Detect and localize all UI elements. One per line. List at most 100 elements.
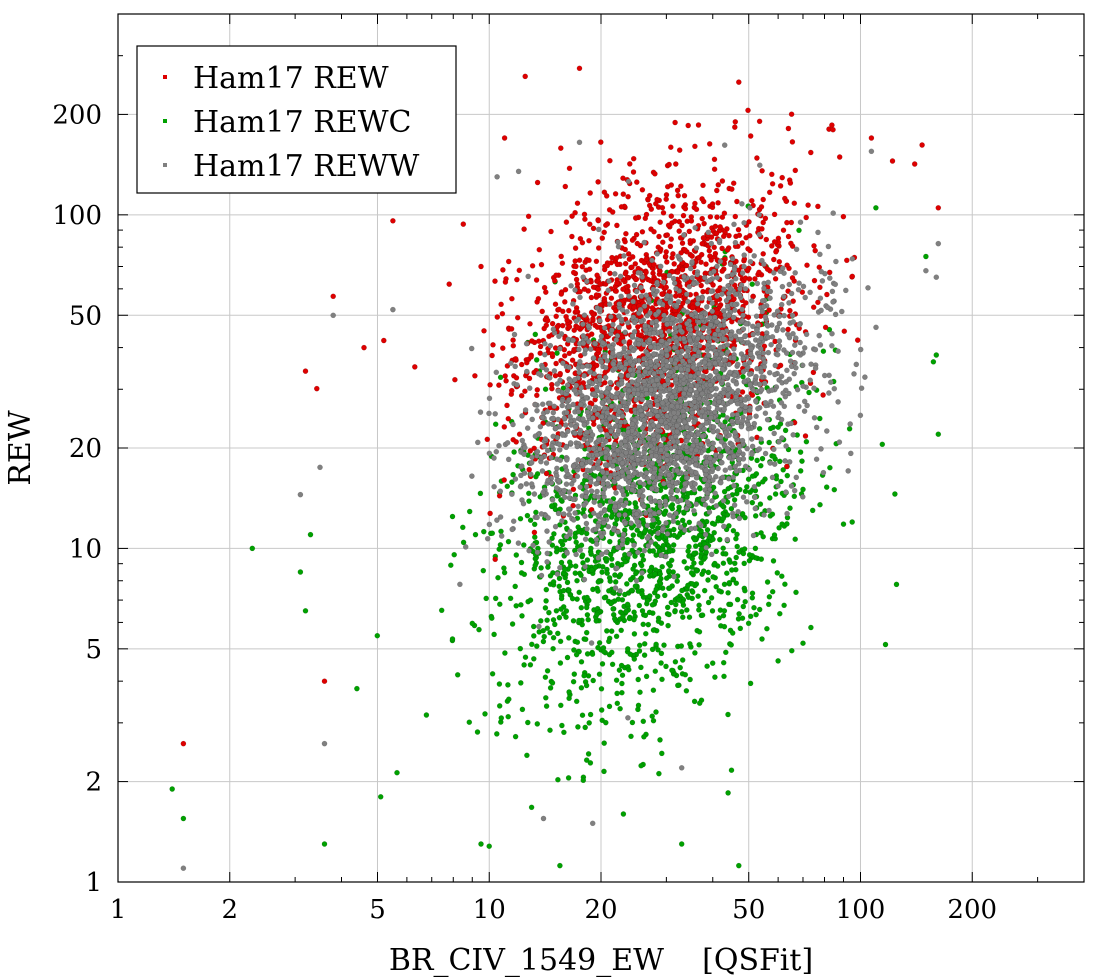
data-point <box>629 264 635 271</box>
data-point <box>813 456 820 463</box>
data-point <box>786 281 793 288</box>
data-point <box>643 630 649 637</box>
data-point <box>518 602 524 608</box>
data-point <box>497 374 504 381</box>
data-point <box>616 301 623 307</box>
data-point <box>720 659 727 666</box>
data-point <box>701 220 707 227</box>
data-point <box>805 202 811 208</box>
data-point <box>487 381 493 388</box>
data-point <box>704 527 711 533</box>
data-point <box>635 323 641 330</box>
data-point <box>641 652 648 658</box>
data-point <box>827 464 833 471</box>
data-point <box>531 445 538 452</box>
data-point <box>452 376 458 383</box>
data-point <box>492 556 499 563</box>
data-point <box>459 524 466 531</box>
data-point <box>797 449 804 455</box>
data-point <box>716 237 723 243</box>
data-point <box>737 329 743 335</box>
data-point <box>527 662 534 668</box>
data-point <box>637 438 644 445</box>
data-point <box>593 362 600 369</box>
data-point <box>792 269 799 276</box>
data-point <box>622 329 629 336</box>
data-point <box>691 698 698 705</box>
data-point <box>536 623 542 630</box>
data-point <box>495 574 501 581</box>
data-point <box>556 333 562 340</box>
data-point <box>766 507 772 514</box>
data-point <box>733 580 740 587</box>
data-point <box>584 594 590 601</box>
data-point <box>566 559 573 565</box>
data-point <box>676 228 683 234</box>
data-point <box>785 326 791 333</box>
data-point <box>531 656 537 662</box>
data-point <box>756 118 763 125</box>
data-point <box>503 377 509 384</box>
data-point <box>658 650 665 657</box>
data-point <box>831 486 838 493</box>
data-point <box>836 154 843 160</box>
data-point <box>601 594 608 601</box>
data-point <box>544 550 551 557</box>
data-point <box>619 391 626 398</box>
data-point <box>656 474 663 481</box>
data-point <box>588 479 594 486</box>
data-point <box>695 122 702 128</box>
data-point <box>584 651 591 657</box>
data-point <box>827 275 833 281</box>
data-point <box>547 573 554 579</box>
data-point <box>797 339 803 346</box>
data-point <box>734 198 740 205</box>
data-point <box>692 143 698 150</box>
data-point <box>653 641 659 648</box>
data-point <box>527 597 534 603</box>
data-point <box>597 446 603 452</box>
data-point <box>776 258 783 265</box>
data-point <box>581 576 588 583</box>
data-point <box>482 711 488 717</box>
data-point <box>549 351 556 357</box>
data-point <box>811 242 817 249</box>
data-point <box>615 239 621 245</box>
data-point <box>609 513 615 519</box>
data-point <box>460 539 467 546</box>
data-point <box>712 223 719 230</box>
data-point <box>846 425 853 432</box>
data-point <box>700 325 706 332</box>
data-point <box>802 294 809 301</box>
data-point <box>678 249 684 256</box>
data-point <box>661 642 667 648</box>
data-point <box>621 338 627 345</box>
data-point <box>491 455 497 461</box>
data-point <box>512 583 519 590</box>
data-point <box>688 570 695 576</box>
data-point <box>608 628 615 634</box>
data-point <box>800 383 806 390</box>
data-point <box>728 505 735 512</box>
data-point <box>710 477 716 484</box>
data-point <box>500 267 506 273</box>
data-point <box>522 388 528 395</box>
data-point <box>808 624 814 631</box>
data-point <box>566 489 573 495</box>
data-point <box>668 236 675 242</box>
data-point <box>572 245 579 251</box>
data-point <box>712 674 718 680</box>
data-point <box>643 211 650 218</box>
data-point <box>725 711 731 718</box>
data-point <box>810 369 817 376</box>
data-point <box>721 523 727 530</box>
data-point <box>769 474 776 481</box>
data-point <box>753 373 759 380</box>
data-point <box>772 362 779 369</box>
data-point <box>621 399 628 406</box>
data-point <box>624 601 631 608</box>
data-point <box>457 581 463 588</box>
data-point <box>514 381 520 388</box>
data-point <box>550 326 557 333</box>
data-point <box>614 690 620 697</box>
